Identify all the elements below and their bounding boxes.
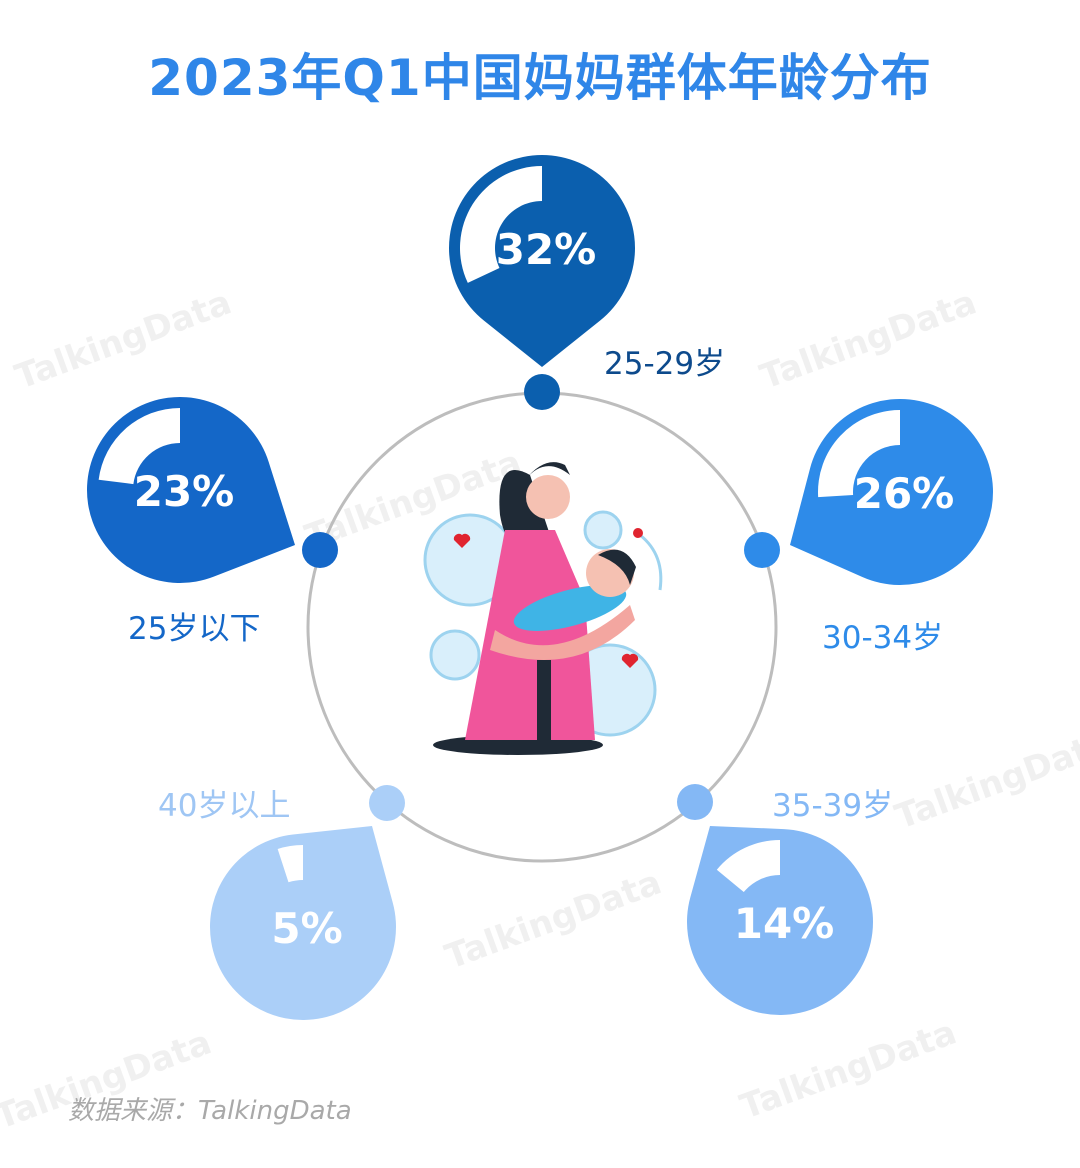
share-arc-4: [716, 840, 780, 893]
category-label: 30-34岁: [822, 620, 944, 656]
value-label: 5%: [271, 904, 342, 953]
value-label: 32%: [496, 225, 597, 274]
connector-dot-4: [677, 784, 713, 820]
chart-title: 2023年Q1中国妈妈群体年龄分布: [148, 49, 932, 107]
connector-dot-3: [744, 532, 780, 568]
category-label: 40岁以上: [158, 788, 291, 824]
connector-dot-1: [302, 532, 338, 568]
category-label: 25岁以下: [128, 611, 261, 647]
mother-baby-illustration: [423, 462, 663, 755]
category-label: 35-39岁: [772, 788, 894, 824]
share-arc-2: [460, 166, 542, 283]
share-arc-1: [98, 408, 180, 485]
value-label: 23%: [134, 467, 235, 516]
connector-dot-5: [369, 785, 405, 821]
category-label: 25-29岁: [604, 346, 726, 382]
share-arc-5: [277, 845, 303, 883]
pin-5: [210, 826, 396, 1020]
value-label: 26%: [854, 469, 955, 518]
data-source-note: 数据来源：TalkingData: [68, 1096, 352, 1126]
connector-dot-2: [524, 374, 560, 410]
value-label: 14%: [734, 899, 835, 948]
share-arc-3: [818, 410, 900, 498]
